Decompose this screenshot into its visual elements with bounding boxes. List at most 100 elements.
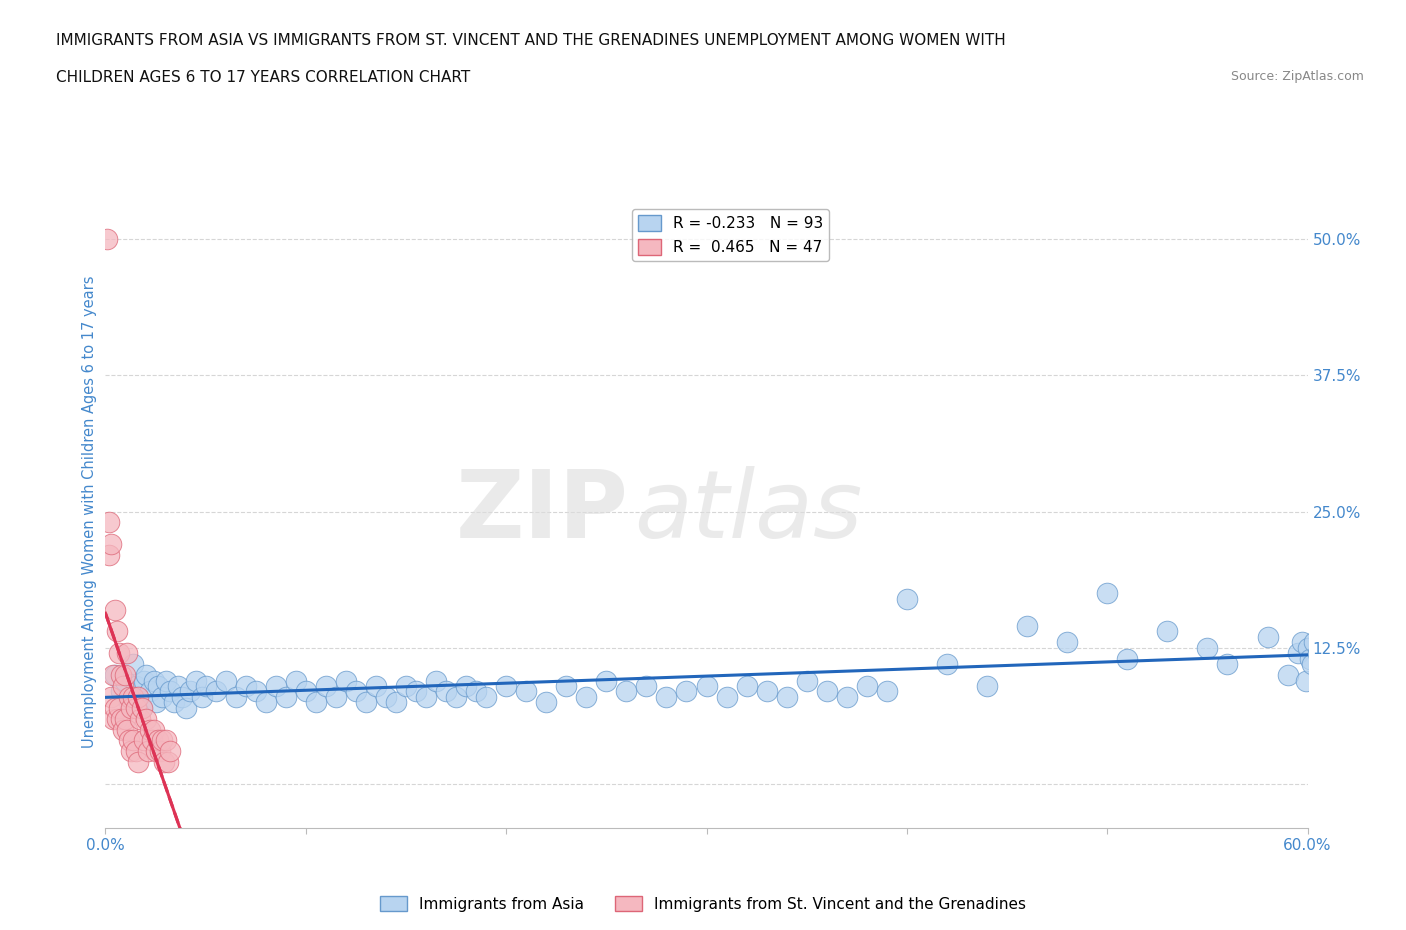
- Point: [815, 684, 838, 698]
- Point: [155, 673, 177, 688]
- Point: [495, 679, 517, 694]
- Point: [118, 689, 141, 704]
- Point: [395, 679, 418, 694]
- Point: [146, 679, 169, 694]
- Point: [146, 733, 169, 748]
- Point: [1116, 651, 1139, 666]
- Point: [385, 695, 408, 710]
- Point: [118, 733, 141, 748]
- Point: [434, 684, 457, 698]
- Point: [142, 673, 165, 688]
- Text: Source: ZipAtlas.com: Source: ZipAtlas.com: [1230, 70, 1364, 83]
- Point: [425, 673, 447, 688]
- Point: [1257, 630, 1279, 644]
- Point: [675, 684, 697, 698]
- Point: [295, 684, 318, 698]
- Point: [284, 673, 307, 688]
- Point: [156, 755, 179, 770]
- Point: [274, 689, 297, 704]
- Point: [150, 733, 173, 748]
- Point: [1286, 645, 1309, 660]
- Point: [735, 679, 758, 694]
- Point: [1301, 657, 1323, 671]
- Point: [103, 668, 125, 683]
- Point: [122, 733, 145, 748]
- Point: [114, 673, 136, 688]
- Point: [138, 722, 160, 737]
- Point: [100, 689, 122, 704]
- Point: [835, 689, 858, 704]
- Text: ZIP: ZIP: [456, 466, 628, 557]
- Point: [354, 695, 377, 710]
- Point: [145, 744, 167, 759]
- Point: [1296, 641, 1319, 656]
- Point: [121, 744, 143, 759]
- Point: [214, 673, 236, 688]
- Point: [96, 232, 118, 246]
- Point: [127, 689, 149, 704]
- Point: [104, 700, 127, 715]
- Point: [475, 689, 498, 704]
- Point: [534, 695, 557, 710]
- Text: IMMIGRANTS FROM ASIA VS IMMIGRANTS FROM ST. VINCENT AND THE GRENADINES UNEMPLOYM: IMMIGRANTS FROM ASIA VS IMMIGRANTS FROM …: [56, 33, 1005, 47]
- Point: [124, 679, 146, 694]
- Point: [104, 668, 127, 683]
- Point: [465, 684, 488, 698]
- Point: [104, 603, 127, 618]
- Point: [159, 684, 181, 698]
- Point: [162, 695, 184, 710]
- Point: [141, 733, 163, 748]
- Point: [194, 679, 217, 694]
- Point: [121, 700, 143, 715]
- Point: [1056, 635, 1078, 650]
- Point: [716, 689, 738, 704]
- Point: [335, 673, 357, 688]
- Point: [100, 537, 122, 551]
- Point: [855, 679, 877, 694]
- Point: [595, 673, 617, 688]
- Point: [117, 645, 139, 660]
- Point: [166, 679, 188, 694]
- Point: [108, 645, 131, 660]
- Point: [796, 673, 818, 688]
- Point: [135, 711, 157, 726]
- Point: [107, 624, 129, 639]
- Point: [150, 689, 173, 704]
- Point: [112, 679, 135, 694]
- Point: [515, 684, 537, 698]
- Point: [344, 684, 367, 698]
- Point: [936, 657, 959, 671]
- Legend: R = -0.233   N = 93, R =  0.465   N = 47: R = -0.233 N = 93, R = 0.465 N = 47: [631, 209, 830, 261]
- Point: [264, 679, 287, 694]
- Point: [896, 591, 918, 606]
- Point: [1302, 635, 1324, 650]
- Legend: Immigrants from Asia, Immigrants from St. Vincent and the Grenadines: Immigrants from Asia, Immigrants from St…: [374, 889, 1032, 918]
- Point: [138, 684, 160, 698]
- Point: [159, 744, 181, 759]
- Point: [110, 668, 132, 683]
- Point: [184, 673, 207, 688]
- Point: [305, 695, 328, 710]
- Point: [117, 722, 139, 737]
- Point: [696, 679, 718, 694]
- Point: [405, 684, 427, 698]
- Point: [876, 684, 898, 698]
- Point: [776, 689, 799, 704]
- Point: [190, 689, 212, 704]
- Point: [325, 689, 347, 704]
- Point: [124, 744, 146, 759]
- Point: [122, 689, 145, 704]
- Point: [204, 684, 226, 698]
- Text: CHILDREN AGES 6 TO 17 YEARS CORRELATION CHART: CHILDREN AGES 6 TO 17 YEARS CORRELATION …: [56, 70, 471, 85]
- Point: [114, 711, 136, 726]
- Point: [636, 679, 658, 694]
- Point: [110, 684, 132, 698]
- Point: [131, 700, 153, 715]
- Point: [152, 755, 174, 770]
- Point: [374, 689, 398, 704]
- Point: [118, 695, 141, 710]
- Point: [132, 733, 155, 748]
- Point: [107, 711, 129, 726]
- Point: [1197, 641, 1219, 656]
- Point: [555, 679, 578, 694]
